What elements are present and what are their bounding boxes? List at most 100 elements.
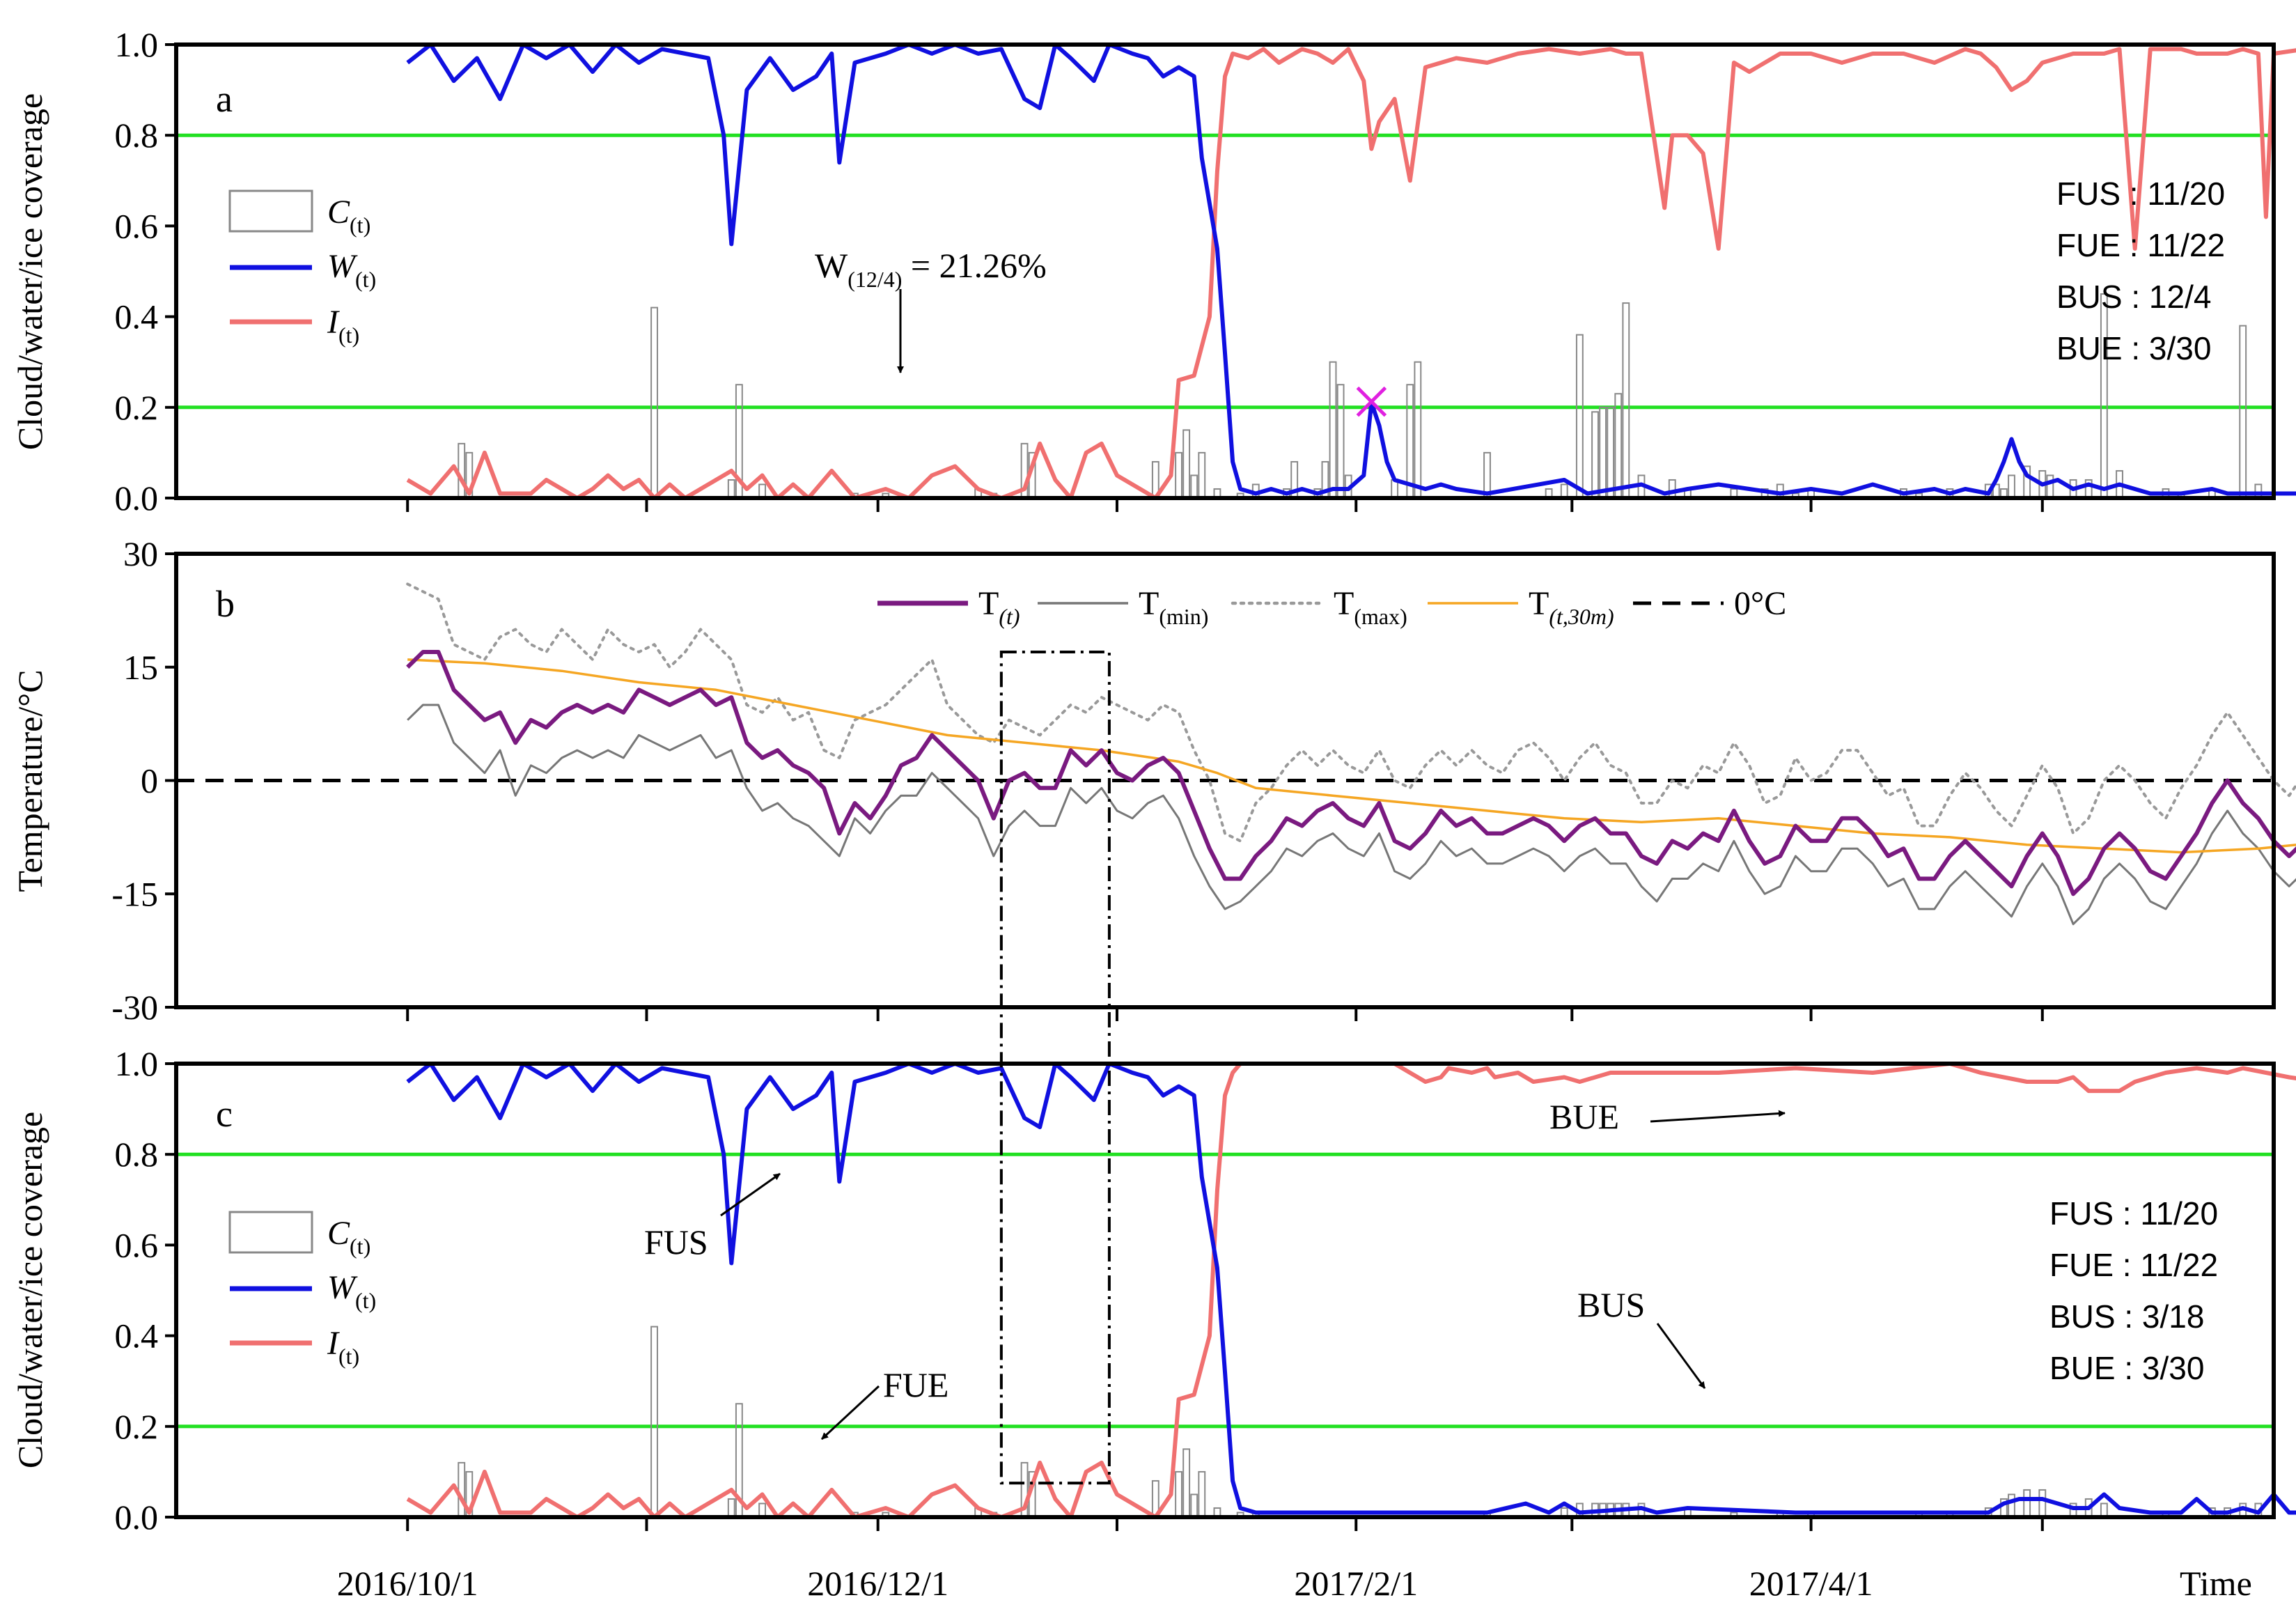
label-fue: FUE <box>883 1365 948 1404</box>
legend-c-label: C(t) <box>327 194 370 238</box>
legend-c-swatch <box>228 189 313 233</box>
time-tick-label: 2017/2/1 <box>1294 1564 1418 1603</box>
cloud-bar <box>727 479 735 499</box>
dates-c-bus: BUS : 3/18 <box>2049 1298 2204 1335</box>
dates-c-fue: FUE : 11/22 <box>2049 1247 2218 1283</box>
y-tick-label: 1.0 <box>115 1044 159 1083</box>
y-tick-label: 1.0 <box>115 25 159 64</box>
series-line-tmax <box>406 582 2296 843</box>
cloud-bar <box>1182 1448 1191 1519</box>
legend-tmin-label: T(min) <box>1139 585 1208 629</box>
cloud-bar <box>650 1326 658 1518</box>
cloud-bar <box>1614 393 1623 499</box>
panel-c: 0.0 0.2 0.4 0.6 0.8 1.0 c Cloud/water/ice cov… <box>10 1044 2296 1537</box>
panel-a-annotation: W(12/4) = 21.26% <box>815 246 1047 373</box>
series-line-w <box>406 42 2296 496</box>
cloud-bar <box>2046 474 2054 499</box>
cloud-bar <box>1591 411 1599 499</box>
cloud-bar <box>458 1461 466 1518</box>
series-line-i <box>406 47 2296 500</box>
cloud-bar <box>1329 361 1337 499</box>
panel-a-plot-layer <box>176 42 2296 500</box>
label-fus: FUS <box>644 1222 708 1261</box>
panel-b-plot-layer <box>176 582 2296 926</box>
dates-a-fus: FUS : 11/20 <box>2056 176 2225 212</box>
panel-c-axes: 0.0 0.2 0.4 0.6 0.8 1.0 <box>115 1044 2044 1537</box>
legend-w-label: W(t) <box>327 1269 376 1313</box>
y-tick-label: 0.8 <box>115 116 159 155</box>
time-axis: 2016/10/1 2016/12/1 2017/2/1 2017/4/1 <box>337 1564 1873 1603</box>
series-line-i <box>406 1062 2296 1519</box>
panel-c-plot-layer <box>176 1062 2296 1519</box>
cloud-bar <box>1182 429 1191 499</box>
cloud-bar <box>2038 1489 2047 1518</box>
series-line-t30 <box>407 658 2296 854</box>
cloud-bar <box>2100 293 2108 499</box>
legend-c-label: C(t) <box>327 1215 370 1259</box>
panel-c-phase-labels: FUS FUE BUS BUE <box>644 1097 1786 1440</box>
panel-b-letter: b <box>216 583 235 625</box>
panel-b-frame <box>174 552 2276 1009</box>
cloud-bar <box>1336 384 1345 499</box>
arrow-bus <box>1656 1323 1706 1389</box>
series-line-tmin <box>407 704 2296 926</box>
cloud-bar <box>1414 361 1422 499</box>
panel-a: 0.0 0.2 0.4 0.6 0.8 1.0 a Cloud/water/ice cov… <box>10 25 2296 518</box>
legend-i-label: I(t) <box>327 304 359 348</box>
y-tick-label: 0.8 <box>115 1135 159 1174</box>
cloud-bar <box>458 442 466 499</box>
cloud-bar <box>2239 325 2247 499</box>
y-tick-label: 0.2 <box>115 388 159 427</box>
cloud-bar <box>1575 334 1584 499</box>
time-tick-label: 2017/4/1 <box>1749 1564 1873 1603</box>
y-tick-label: 30 <box>123 534 158 573</box>
dates-a-fue: FUE : 11/22 <box>2056 227 2225 263</box>
cloud-bar <box>1190 474 1198 499</box>
arrow-bue <box>1650 1110 1786 1123</box>
cloud-bar <box>1668 479 1676 499</box>
time-tick-label: 2016/10/1 <box>337 1564 478 1603</box>
cloud-bar <box>1599 406 1607 499</box>
label-bue: BUE <box>1549 1097 1619 1136</box>
y-tick-label: 0.2 <box>115 1407 159 1446</box>
y-tick-label: 0.0 <box>115 479 159 518</box>
panel-a-frame <box>174 42 2276 500</box>
cloud-bar <box>1190 1493 1198 1518</box>
y-tick-label: -15 <box>111 874 158 913</box>
annotation-w-12-4: W(12/4) = 21.26% <box>815 246 1047 292</box>
freeze-up-window <box>999 651 1111 1485</box>
panel-a-ylabel: Cloud/water/ice coverage <box>10 93 49 450</box>
panel-a-axes: 0.0 0.2 0.4 0.6 0.8 1.0 <box>115 25 2044 518</box>
y-tick-label: 0 <box>141 761 158 800</box>
dates-a-bus: BUS : 12/4 <box>2056 279 2211 315</box>
legend-c-swatch <box>228 1211 313 1254</box>
legend-i-label: I(t) <box>327 1325 359 1369</box>
cloud-bar <box>1607 406 1615 499</box>
series-line-t <box>406 650 2296 896</box>
y-tick-label: 0.6 <box>115 1225 159 1264</box>
arrow-fue <box>820 1385 880 1440</box>
panel-b: -30 -15 0 15 30 b Temperature/°C T(t) T(min)… <box>10 534 2296 1027</box>
legend-w-label: W(t) <box>327 248 376 292</box>
legend-t-label: T(t) <box>978 585 1020 629</box>
w-12-4-marker <box>1356 386 1387 417</box>
panel-a-dates: FUS : 11/20 FUE : 11/22 BUS : 12/4 BUE :… <box>2056 176 2225 366</box>
arrow-fus <box>720 1172 781 1217</box>
cloud-bar <box>1622 302 1630 499</box>
panel-c-ylabel: Cloud/water/ice coverage <box>10 1112 49 1468</box>
freeze-up-window-box <box>999 651 1111 1485</box>
panel-c-dates: FUS : 11/20 FUE : 11/22 BUS : 3/18 BUE :… <box>2049 1195 2218 1386</box>
y-tick-label: 0.4 <box>115 297 159 336</box>
y-tick-label: -30 <box>111 988 158 1027</box>
dates-c-fus: FUS : 11/20 <box>2049 1195 2218 1232</box>
y-tick-label: 0.6 <box>115 206 159 245</box>
y-tick-label: 15 <box>123 648 158 687</box>
panel-a-letter: a <box>216 78 233 120</box>
panel-c-frame <box>174 1062 2276 1519</box>
panel-c-letter: c <box>216 1093 233 1135</box>
y-tick-label: 0.0 <box>115 1498 159 1537</box>
cloud-bar <box>1175 451 1182 499</box>
cloud-bar <box>1175 1470 1182 1518</box>
cloud-bar <box>650 306 658 499</box>
panel-b-legend: T(t) T(min) T(max) T(t,30m) 0°C <box>877 585 1786 629</box>
